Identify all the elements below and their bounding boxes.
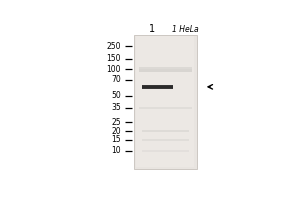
- Text: 20: 20: [112, 127, 121, 136]
- Text: 1: 1: [149, 24, 155, 34]
- Text: 70: 70: [112, 75, 121, 84]
- Bar: [139, 69, 192, 72]
- Bar: [142, 130, 189, 132]
- Bar: [142, 88, 172, 89]
- Bar: [142, 150, 189, 152]
- Bar: [142, 85, 172, 89]
- Bar: [142, 139, 189, 141]
- Text: 35: 35: [112, 103, 121, 112]
- Text: 250: 250: [107, 42, 121, 51]
- Text: 100: 100: [107, 65, 121, 74]
- Text: 15: 15: [112, 135, 121, 144]
- Bar: [136, 36, 194, 167]
- Bar: [134, 35, 197, 169]
- Bar: [142, 85, 172, 86]
- Bar: [139, 67, 192, 69]
- Text: 150: 150: [107, 54, 121, 63]
- Bar: [139, 107, 192, 109]
- Text: 50: 50: [112, 91, 121, 100]
- Text: 1 HeLa: 1 HeLa: [172, 25, 199, 34]
- Text: 25: 25: [112, 118, 121, 127]
- Text: 10: 10: [112, 146, 121, 155]
